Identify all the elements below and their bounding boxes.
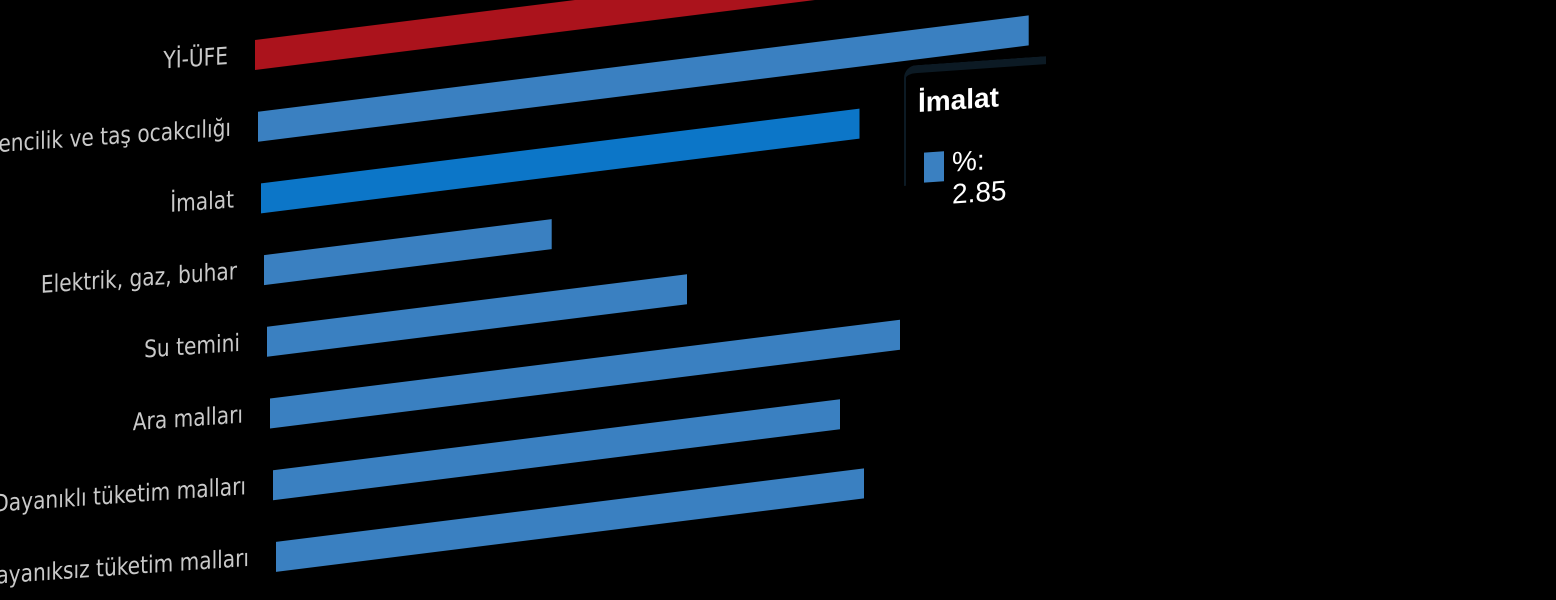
bar-6[interactable] — [273, 399, 840, 501]
category-labels: Yİ-ÜFE Madencilik ve taş ocakcılığı İmalat… — [0, 40, 249, 591]
bar-7[interactable] — [276, 468, 864, 572]
tooltip-value: %: 2.85 — [952, 144, 1007, 210]
category-label-4: Su temini — [144, 329, 240, 364]
bars-layer — [255, 0, 1029, 572]
tooltip-title: İmalat — [918, 81, 999, 119]
category-label-5: Ara malları — [133, 401, 243, 437]
category-label-2: İmalat — [170, 184, 234, 219]
category-label-7: Dayanıksız tüketim malları — [0, 544, 249, 591]
bar-0[interactable] — [255, 0, 833, 70]
bar-1[interactable] — [258, 15, 1029, 142]
tooltip: İmalat %: 2.85 — [904, 56, 1046, 210]
bar-4[interactable] — [267, 274, 687, 357]
bar-2[interactable] — [261, 108, 860, 214]
category-label-0: Yİ-ÜFE — [163, 40, 228, 75]
tooltip-swatch — [924, 151, 944, 183]
category-label-1: Madencilik ve taş ocakcılığı — [0, 114, 231, 161]
bar-3[interactable] — [264, 219, 552, 286]
category-label-6: Dayanıklı tüketim malları — [0, 473, 246, 519]
bar-5[interactable] — [270, 319, 900, 429]
category-label-3: Elektrik, gaz, buhar — [41, 257, 238, 299]
